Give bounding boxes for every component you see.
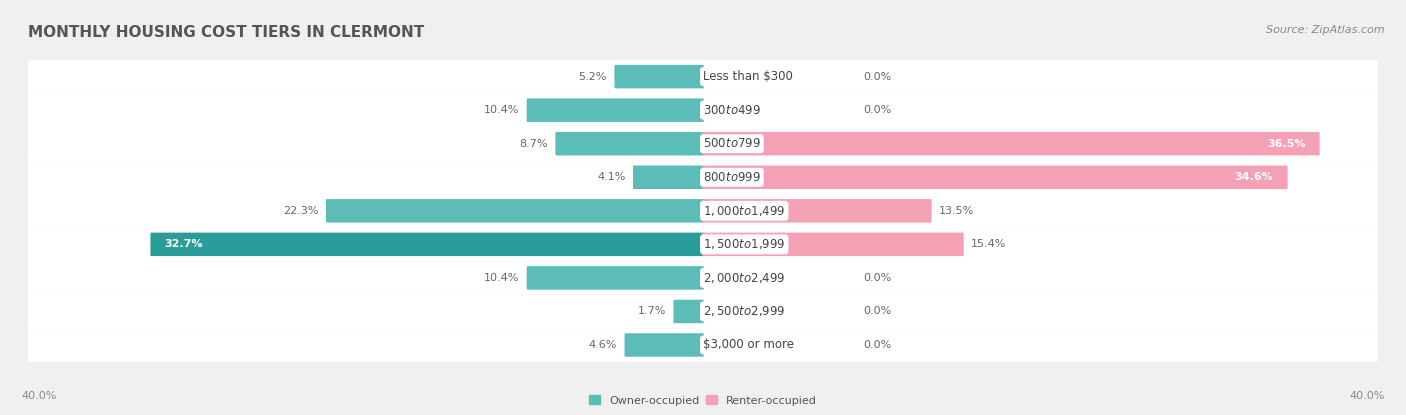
FancyBboxPatch shape <box>28 93 1378 127</box>
FancyBboxPatch shape <box>527 98 704 122</box>
Text: $2,500 to $2,999: $2,500 to $2,999 <box>703 305 786 318</box>
FancyBboxPatch shape <box>150 233 704 256</box>
Text: 40.0%: 40.0% <box>1350 391 1385 401</box>
Text: 0.0%: 0.0% <box>863 273 891 283</box>
Text: 15.4%: 15.4% <box>972 239 1007 249</box>
FancyBboxPatch shape <box>555 132 704 156</box>
FancyBboxPatch shape <box>326 199 704 222</box>
Text: 8.7%: 8.7% <box>519 139 548 149</box>
Text: Source: ZipAtlas.com: Source: ZipAtlas.com <box>1267 25 1385 35</box>
FancyBboxPatch shape <box>28 161 1378 194</box>
Text: 0.0%: 0.0% <box>863 340 891 350</box>
Text: $3,000 or more: $3,000 or more <box>703 339 794 352</box>
FancyBboxPatch shape <box>614 65 704 88</box>
Text: $1,500 to $1,999: $1,500 to $1,999 <box>703 237 786 251</box>
Text: $500 to $799: $500 to $799 <box>703 137 761 150</box>
Text: $1,000 to $1,499: $1,000 to $1,499 <box>703 204 786 218</box>
Text: 0.0%: 0.0% <box>863 306 891 317</box>
FancyBboxPatch shape <box>28 261 1378 295</box>
FancyBboxPatch shape <box>702 199 932 222</box>
Text: 34.6%: 34.6% <box>1234 172 1274 182</box>
Text: 0.0%: 0.0% <box>863 72 891 82</box>
FancyBboxPatch shape <box>624 333 704 357</box>
Legend: Owner-occupied, Renter-occupied: Owner-occupied, Renter-occupied <box>585 391 821 410</box>
Text: $300 to $499: $300 to $499 <box>703 104 761 117</box>
FancyBboxPatch shape <box>28 295 1378 328</box>
FancyBboxPatch shape <box>527 266 704 290</box>
Text: 13.5%: 13.5% <box>939 206 974 216</box>
Text: 22.3%: 22.3% <box>283 206 318 216</box>
Text: 36.5%: 36.5% <box>1267 139 1305 149</box>
FancyBboxPatch shape <box>28 127 1378 161</box>
Text: $800 to $999: $800 to $999 <box>703 171 761 184</box>
FancyBboxPatch shape <box>633 166 704 189</box>
FancyBboxPatch shape <box>702 132 1320 156</box>
Text: 1.7%: 1.7% <box>637 306 666 317</box>
Text: 4.6%: 4.6% <box>589 340 617 350</box>
Text: 10.4%: 10.4% <box>484 105 519 115</box>
FancyBboxPatch shape <box>28 60 1378 93</box>
FancyBboxPatch shape <box>702 166 1288 189</box>
FancyBboxPatch shape <box>28 194 1378 227</box>
Text: Less than $300: Less than $300 <box>703 70 793 83</box>
Text: 5.2%: 5.2% <box>578 72 607 82</box>
Text: 32.7%: 32.7% <box>165 239 204 249</box>
Text: MONTHLY HOUSING COST TIERS IN CLERMONT: MONTHLY HOUSING COST TIERS IN CLERMONT <box>28 25 425 40</box>
Text: 10.4%: 10.4% <box>484 273 519 283</box>
Text: $2,000 to $2,499: $2,000 to $2,499 <box>703 271 786 285</box>
Text: 4.1%: 4.1% <box>598 172 626 182</box>
Text: 40.0%: 40.0% <box>21 391 56 401</box>
FancyBboxPatch shape <box>28 227 1378 261</box>
FancyBboxPatch shape <box>673 300 704 323</box>
FancyBboxPatch shape <box>28 328 1378 362</box>
Text: 0.0%: 0.0% <box>863 105 891 115</box>
FancyBboxPatch shape <box>702 233 963 256</box>
